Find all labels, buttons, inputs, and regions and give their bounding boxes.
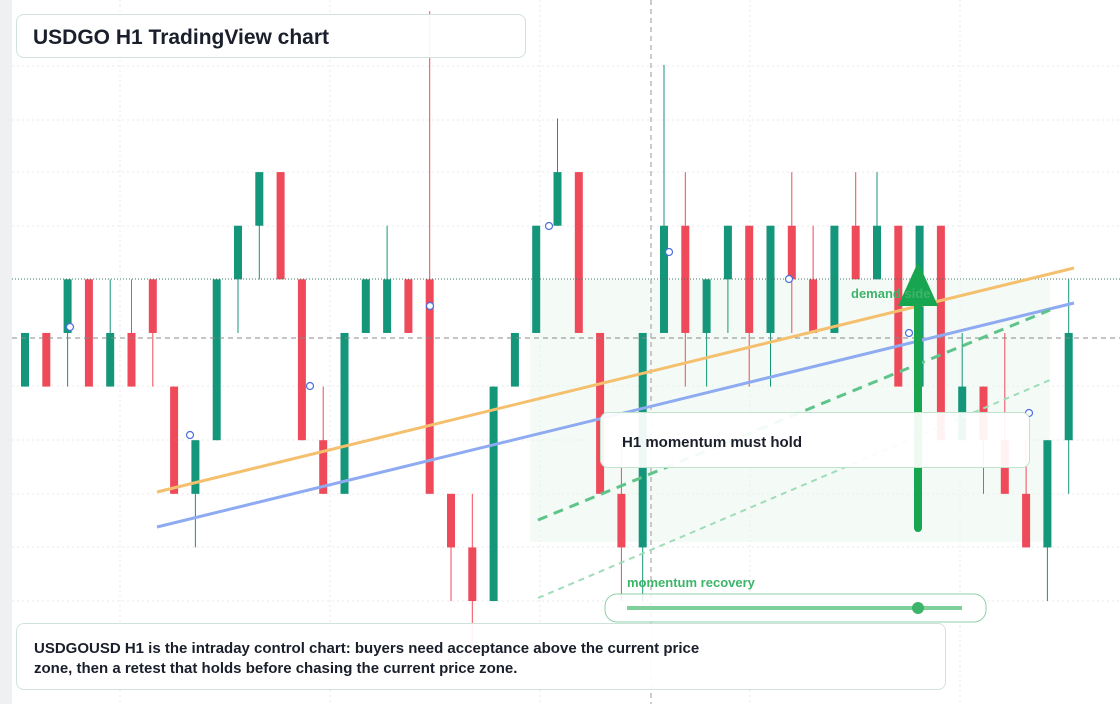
candle-body [340,332,349,494]
candle-body [361,279,370,333]
candle-body [319,440,328,494]
candle-body [42,332,51,387]
slider-knob [912,602,924,614]
candle-body [468,547,477,602]
candle-body [894,225,903,387]
title: USDGO H1 TradingView chart [33,26,330,49]
candle-body [681,225,690,333]
candle-body [1064,332,1073,441]
annotation: demand side [851,286,930,301]
annotation: momentum recovery [627,575,756,590]
candle-body [404,279,413,333]
title-box: USDGO H1 TradingView chart [16,14,526,58]
candle-body [191,440,200,494]
candle-body [21,332,29,387]
candle-body [383,279,392,333]
left-rail [0,0,12,704]
note-box: USDGOUSD H1 is the intraday control char… [16,623,946,690]
candle-body [127,332,136,387]
candle-body [425,279,434,494]
markers [65,221,1034,440]
candle-body [873,225,881,280]
candle-body [297,279,306,441]
candle-body [489,386,498,602]
candle-body [234,225,242,280]
candle-body [809,279,818,333]
zone [530,280,1050,542]
arrow-head [898,262,938,306]
candle-body [84,279,93,387]
callout: H1 momentum must hold [600,412,1030,468]
candle-body [723,225,732,280]
candle-body [851,225,860,280]
candle-body [766,225,775,333]
candle-body [596,332,605,494]
candle-body [702,279,711,333]
candle-body [745,225,754,333]
candle-body [553,172,562,226]
candle-body [574,172,583,333]
candle-body [510,332,519,387]
candle-body [255,172,264,226]
candle-body [106,332,115,387]
candle-body [447,493,455,548]
candle-body [532,225,541,333]
candle-body [170,386,179,494]
candle-body [1022,493,1031,548]
candle-body [1043,440,1052,548]
candle-body [276,172,285,280]
candle-body [787,225,796,280]
candle-body [936,225,945,441]
note: USDGOUSD H1 is the intraday control char… [34,640,700,677]
callout-text: H1 momentum must hold [622,434,803,451]
candle-body [617,493,626,548]
candle-body [63,279,72,333]
candle-body [148,279,157,333]
candle-body [212,279,221,441]
